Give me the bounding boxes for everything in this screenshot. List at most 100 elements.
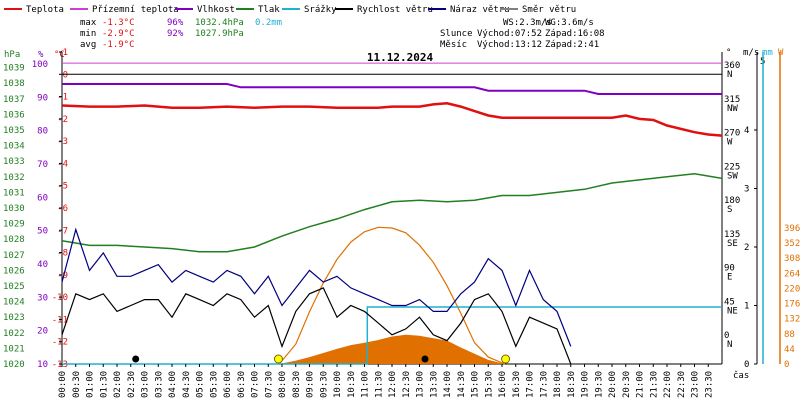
stat-label-avg: avg bbox=[80, 40, 96, 50]
tick-hpa-1029: 1029 bbox=[3, 220, 25, 230]
tick-dir-name-5: SW bbox=[727, 171, 738, 181]
tick-temp--1: -1 bbox=[57, 93, 68, 103]
tick-x-18: 09:00 bbox=[306, 371, 316, 398]
x-axis: 00:00 00:30 01:00 01:30 02:00 02:30 03:00 03:30… bbox=[58, 364, 749, 398]
tick-x-44: 22:00 bbox=[663, 371, 673, 398]
tick-x-16: 08:00 bbox=[278, 371, 288, 398]
sun-set: Západ:16:08 bbox=[545, 29, 605, 39]
tick-sun-132: 132 bbox=[784, 315, 800, 325]
tick-x-30: 15:00 bbox=[471, 371, 481, 398]
tick-hum-90: 90 bbox=[37, 93, 48, 103]
tick-dir-name-4: S bbox=[727, 205, 732, 215]
tick-temp--12: -12 bbox=[52, 338, 68, 348]
x-axis-label: čas bbox=[733, 370, 749, 381]
tick-hpa-1030: 1030 bbox=[3, 204, 25, 214]
moon-label: Měsíc bbox=[440, 40, 467, 50]
tick-sun-44: 44 bbox=[784, 345, 795, 355]
tick-hum-30: 30 bbox=[37, 293, 48, 303]
tick-x-0: 00:00 bbox=[58, 371, 68, 398]
tick-temp--3: -3 bbox=[57, 137, 68, 147]
tick-x-20: 10:00 bbox=[333, 371, 343, 398]
tick-dir-name-3: SE bbox=[727, 239, 738, 249]
tick-dir-name-7: NW bbox=[727, 104, 738, 114]
sunset-marker bbox=[501, 354, 511, 364]
tick-hpa-1022: 1022 bbox=[3, 329, 25, 339]
tick-x-36: 18:00 bbox=[553, 371, 563, 398]
tick-x-22: 11:00 bbox=[361, 371, 371, 398]
stat-label-min: min bbox=[80, 29, 96, 39]
tick-dir-270: 270 bbox=[724, 129, 740, 139]
axis-unit-hum: % bbox=[38, 50, 44, 60]
tick-x-7: 03:30 bbox=[154, 371, 164, 398]
tick-dir-225: 225 bbox=[724, 162, 740, 172]
tick-x-2: 01:00 bbox=[86, 371, 96, 398]
tick-hpa-1034: 1034 bbox=[3, 142, 25, 152]
stat-press-min: 1027.9hPa bbox=[195, 29, 244, 39]
tick-dir-name-8: N bbox=[727, 70, 732, 80]
moon-set: Západ:2:41 bbox=[545, 40, 599, 50]
tick-x-4: 02:00 bbox=[113, 371, 123, 398]
tick-hpa-1028: 1028 bbox=[3, 235, 25, 245]
tick-x-26: 13:00 bbox=[416, 371, 426, 398]
tick-sun-220: 220 bbox=[784, 284, 800, 294]
tick-temp--10: -10 bbox=[52, 293, 68, 303]
tick-x-1: 00:30 bbox=[72, 371, 82, 398]
moonrise-marker bbox=[421, 355, 429, 363]
tick-dir-90: 90 bbox=[724, 264, 735, 274]
tick-dir-name-6: W bbox=[727, 138, 733, 148]
tick-hpa-1038: 1038 bbox=[3, 79, 25, 89]
wind-speed-line bbox=[61, 287, 572, 365]
wind-ws: WS:2.3m/s bbox=[503, 18, 552, 28]
tick-wind-4: 4 bbox=[744, 126, 749, 136]
tick-hum-70: 70 bbox=[37, 160, 48, 170]
gust-line bbox=[61, 227, 572, 347]
tick-temp--9: -9 bbox=[57, 271, 68, 281]
tick-dir-45: 45 bbox=[724, 297, 735, 307]
chart-title: 11.12.2024 bbox=[367, 51, 434, 64]
tick-x-32: 16:00 bbox=[498, 371, 508, 398]
stat-temp-avg: -1.9°C bbox=[102, 40, 135, 50]
tick-sun-352: 352 bbox=[784, 239, 800, 249]
tick-x-42: 21:00 bbox=[636, 371, 646, 398]
legend-label-4: Srážky bbox=[304, 5, 337, 15]
rain-line bbox=[62, 306, 722, 365]
tick-sun-0: 0 bbox=[784, 360, 789, 370]
tick-hum-40: 40 bbox=[37, 260, 48, 270]
tick-temp--5: -5 bbox=[57, 182, 68, 192]
stat-press-max: 1032.4hPa bbox=[195, 18, 244, 28]
tick-dir-name-2: E bbox=[727, 273, 732, 283]
tick-hpa-1039: 1039 bbox=[3, 64, 25, 74]
tick-x-24: 12:00 bbox=[388, 371, 398, 398]
tick-dir-315: 315 bbox=[724, 95, 740, 105]
tick-sun-176: 176 bbox=[784, 300, 800, 310]
tick-x-35: 17:30 bbox=[539, 371, 549, 398]
tick-x-38: 19:00 bbox=[581, 371, 591, 398]
legend-label-5: Rychlost větru bbox=[357, 5, 433, 15]
tick-temp-0: 0 bbox=[63, 70, 68, 80]
plot-area bbox=[61, 62, 723, 365]
tick-hpa-1036: 1036 bbox=[3, 110, 25, 120]
stat-rain-max: 0.2mm bbox=[255, 18, 282, 28]
tick-hum-20: 20 bbox=[37, 327, 48, 337]
tick-x-19: 09:30 bbox=[319, 371, 329, 398]
tick-wind-3: 3 bbox=[744, 185, 749, 195]
sun-rise: Východ:07:52 bbox=[477, 29, 542, 39]
legend: Teplota Přízemní teplota Vlhkost Tlak Srážky… bbox=[4, 5, 576, 15]
sun-label: Slunce bbox=[440, 29, 473, 39]
tick-x-46: 23:00 bbox=[691, 371, 701, 398]
tick-temp--8: -8 bbox=[57, 249, 68, 259]
axis-unit-rain: mm bbox=[762, 48, 773, 58]
sunrise-marker bbox=[273, 354, 283, 364]
tick-hpa-1021: 1021 bbox=[3, 344, 25, 354]
tick-hpa-1032: 1032 bbox=[3, 173, 25, 183]
legend-label-2: Vlhkost bbox=[197, 5, 235, 15]
axis-unit-sun: W bbox=[778, 48, 784, 58]
tick-x-28: 14:00 bbox=[443, 371, 453, 398]
tick-dir-name-0: N bbox=[727, 340, 732, 350]
temperature-line bbox=[61, 102, 723, 137]
tick-dir-0: 0 bbox=[724, 331, 729, 341]
tick-x-34: 17:00 bbox=[526, 371, 536, 398]
stat-temp-min: -2.9°C bbox=[102, 29, 135, 39]
pressure-line bbox=[61, 172, 723, 253]
tick-sun-396: 396 bbox=[784, 224, 800, 234]
